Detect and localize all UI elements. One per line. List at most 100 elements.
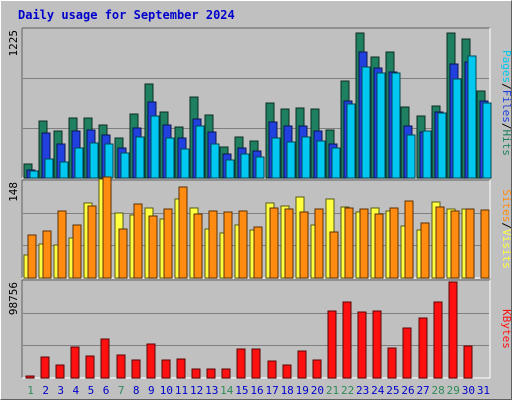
bar-pages-day-26 bbox=[406, 134, 416, 179]
bar-kbytes-day-4 bbox=[70, 346, 80, 379]
bar-kbytes-day-8 bbox=[131, 359, 141, 379]
x-tick-label-day-9: 9 bbox=[148, 384, 155, 397]
bar-sites-day-25 bbox=[389, 207, 399, 279]
bar-kbytes-day-1 bbox=[25, 375, 35, 379]
bar-pages-day-17 bbox=[271, 137, 281, 179]
bar-kbytes-day-18 bbox=[282, 364, 292, 379]
bar-pages-day-30 bbox=[467, 55, 477, 179]
x-tick-label-day-28: 28 bbox=[432, 384, 445, 397]
x-tick-label-day-23: 23 bbox=[356, 384, 369, 397]
x-tick-label-day-8: 8 bbox=[133, 384, 140, 397]
bar-kbytes-day-17 bbox=[267, 360, 277, 379]
bar-pages-day-14 bbox=[225, 159, 235, 179]
bar-sites-day-16 bbox=[253, 226, 263, 279]
bar-pages-day-6 bbox=[104, 143, 114, 179]
x-tick-label-day-21: 21 bbox=[326, 384, 339, 397]
bar-kbytes-day-6 bbox=[100, 338, 110, 379]
x-tick-label-day-27: 27 bbox=[416, 384, 429, 397]
bar-sites-day-28 bbox=[435, 206, 445, 279]
bar-kbytes-day-9 bbox=[146, 343, 156, 379]
bar-sites-day-18 bbox=[284, 208, 294, 279]
bar-pages-day-9 bbox=[150, 115, 160, 179]
bar-sites-day-9 bbox=[148, 215, 158, 279]
x-tick-label-day-3: 3 bbox=[57, 384, 64, 397]
bar-kbytes-day-28 bbox=[433, 301, 443, 379]
bar-pages-day-2 bbox=[44, 158, 54, 179]
bar-sites-day-7 bbox=[118, 228, 128, 279]
bar-pages-day-19 bbox=[301, 136, 311, 179]
legend-separator: / bbox=[500, 222, 512, 229]
x-tick-label-day-15: 15 bbox=[235, 384, 248, 397]
y-max-label-requests: 1225 bbox=[7, 30, 20, 57]
side-legend-requests: Pages/Files/Hits bbox=[500, 50, 512, 156]
legend-entry-kbytes: KBytes bbox=[500, 309, 512, 349]
legend-separator: / bbox=[500, 123, 512, 130]
x-tick-label-day-10: 10 bbox=[160, 384, 173, 397]
bar-sites-day-23 bbox=[359, 208, 369, 279]
x-tick-label-day-18: 18 bbox=[281, 384, 294, 397]
bar-kbytes-day-30 bbox=[463, 345, 473, 379]
x-tick-label-day-13: 13 bbox=[205, 384, 218, 397]
bar-sites-day-30 bbox=[465, 208, 475, 279]
x-tick-label-day-16: 16 bbox=[250, 384, 263, 397]
bar-pages-day-8 bbox=[135, 136, 145, 179]
bar-kbytes-day-16 bbox=[251, 348, 261, 379]
x-tick-label-day-5: 5 bbox=[88, 384, 95, 397]
bar-pages-day-31 bbox=[482, 102, 492, 179]
bar-sites-day-14 bbox=[223, 211, 233, 279]
bar-kbytes-day-20 bbox=[312, 359, 322, 379]
legend-entry-visits: Visits bbox=[500, 229, 512, 269]
bar-pages-day-22 bbox=[346, 103, 356, 179]
bar-sites-day-29 bbox=[450, 210, 460, 279]
y-max-label-kbytes: 98756 bbox=[7, 282, 20, 315]
bar-kbytes-day-21 bbox=[327, 310, 337, 379]
bar-pages-day-20 bbox=[316, 140, 326, 179]
bar-sites-day-13 bbox=[208, 210, 218, 279]
bar-pages-day-5 bbox=[89, 142, 99, 179]
bar-pages-day-27 bbox=[422, 130, 432, 179]
bar-kbytes-day-19 bbox=[297, 350, 307, 379]
bar-sites-day-26 bbox=[404, 200, 414, 279]
bar-kbytes-day-3 bbox=[55, 364, 65, 379]
bar-sites-day-8 bbox=[133, 203, 143, 279]
bar-sites-day-12 bbox=[193, 213, 203, 279]
side-legend-kbytes: KBytes bbox=[500, 309, 512, 349]
bar-sites-day-3 bbox=[57, 210, 67, 279]
bar-kbytes-day-11 bbox=[176, 358, 186, 379]
bar-kbytes-day-26 bbox=[402, 327, 412, 379]
bar-kbytes-day-27 bbox=[418, 317, 428, 379]
bar-pages-day-13 bbox=[210, 143, 220, 179]
bar-kbytes-day-2 bbox=[40, 356, 50, 379]
x-tick-label-day-31: 31 bbox=[477, 384, 490, 397]
bar-sites-day-1 bbox=[27, 234, 37, 279]
bar-pages-day-4 bbox=[74, 147, 84, 179]
x-tick-label-day-20: 20 bbox=[311, 384, 324, 397]
side-legend-visitors: Sites/Visits bbox=[500, 189, 512, 269]
legend-entry-pages: Pages bbox=[500, 50, 512, 83]
bar-sites-day-10 bbox=[163, 208, 173, 279]
bar-pages-day-29 bbox=[452, 78, 462, 179]
x-tick-label-day-4: 4 bbox=[73, 384, 80, 397]
x-tick-label-day-22: 22 bbox=[341, 384, 354, 397]
bar-sites-day-4 bbox=[72, 224, 82, 279]
x-tick-label-day-14: 14 bbox=[220, 384, 234, 397]
bar-pages-day-23 bbox=[361, 66, 371, 179]
bar-sites-day-5 bbox=[87, 205, 97, 279]
x-tick-label-day-2: 2 bbox=[42, 384, 49, 397]
bar-pages-day-25 bbox=[391, 72, 401, 179]
bar-sites-day-11 bbox=[178, 186, 188, 279]
bar-pages-day-28 bbox=[437, 112, 447, 179]
legend-entry-hits: Hits bbox=[500, 130, 512, 157]
bar-sites-day-24 bbox=[374, 213, 384, 279]
bar-kbytes-day-24 bbox=[372, 310, 382, 379]
bar-sites-day-27 bbox=[420, 222, 430, 279]
bar-sites-day-17 bbox=[269, 207, 279, 279]
legend-separator: / bbox=[500, 83, 512, 90]
bar-sites-day-22 bbox=[344, 207, 354, 279]
bar-pages-day-18 bbox=[286, 141, 296, 179]
legend-entry-files: Files bbox=[500, 90, 512, 123]
x-tick-label-day-19: 19 bbox=[296, 384, 309, 397]
x-tick-label-day-17: 17 bbox=[265, 384, 278, 397]
x-tick-label-day-29: 29 bbox=[447, 384, 460, 397]
bar-pages-day-15 bbox=[240, 153, 250, 179]
